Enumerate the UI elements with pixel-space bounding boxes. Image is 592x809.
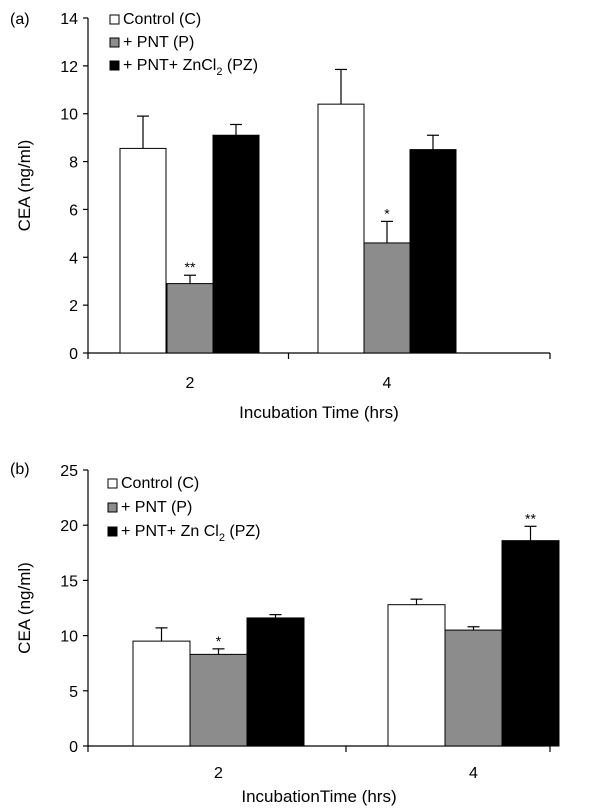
y-tick-label: 12: [60, 59, 78, 76]
x-tick-label: 2: [214, 765, 223, 782]
legend: Control (C) + PNT (P) + PNT+ Zn Cl2 (PZ): [107, 475, 260, 544]
y-tick-label: 20: [60, 518, 78, 535]
legend-label: + PNT (P): [123, 34, 194, 51]
panel-label: (b): [10, 461, 30, 478]
legend-label-main: + PNT (P): [123, 34, 194, 51]
bar: [363, 242, 411, 354]
y-tick-label: 6: [69, 202, 78, 219]
significance-mark: **: [185, 259, 196, 275]
panel-label: (a): [10, 11, 30, 28]
x-tick-label: 4: [469, 765, 478, 782]
legend-label-main: + PNT+ Zn Cl: [121, 523, 219, 540]
x-tick-label: 2: [186, 375, 195, 392]
legend-swatch: [107, 502, 118, 513]
y-tick-label: 15: [60, 573, 78, 590]
y-tick-label: 10: [60, 107, 78, 124]
bar: [212, 134, 260, 354]
x-axis-label: IncubationTime (hrs): [241, 787, 396, 806]
legend-label: + PNT+ ZnCl2 (PZ): [123, 57, 258, 78]
legend-label-main: + PNT+ ZnCl: [123, 57, 216, 74]
legend-label-tail: (PZ): [222, 57, 258, 74]
y-tick-label: 0: [69, 739, 78, 756]
bar: [189, 653, 248, 747]
significance-mark: **: [525, 510, 536, 526]
bar: [246, 617, 305, 747]
legend-label-main: Control (C): [123, 11, 201, 28]
legend-label: Control (C): [121, 475, 199, 492]
legend-label: + PNT (P): [121, 499, 192, 516]
legend-label-subscript: 2: [219, 532, 225, 544]
legend-swatch: [109, 37, 120, 48]
legend-label: + PNT+ Zn Cl2 (PZ): [121, 523, 260, 544]
y-tick-label: 4: [69, 250, 78, 267]
legend: Control (C) + PNT (P) + PNT+ ZnCl2 (PZ): [109, 11, 258, 78]
y-tick-label: 2: [69, 298, 78, 315]
x-axis-label: Incubation Time (hrs): [239, 403, 399, 422]
legend-label-tail: (PZ): [225, 523, 261, 540]
bar: [132, 640, 191, 747]
legend-swatch: [109, 14, 120, 25]
y-tick-label: 5: [69, 684, 78, 701]
bar: [166, 283, 214, 354]
y-axis-label: CEA (ng/ml): [15, 562, 34, 654]
legend-swatch: [109, 60, 120, 71]
y-tick-label: 25: [60, 463, 78, 480]
bar: [317, 103, 365, 354]
legend-label: Control (C): [123, 11, 201, 28]
y-tick-label: 8: [69, 155, 78, 172]
legend-label-main: + PNT (P): [121, 499, 192, 516]
legend-label-subscript: 2: [216, 66, 222, 78]
significance-mark: *: [384, 205, 390, 221]
significance-mark: *: [216, 633, 222, 649]
y-tick-label: 14: [60, 11, 78, 28]
y-axis-label: CEA (ng/ml): [15, 140, 34, 232]
bar: [119, 147, 167, 354]
legend-swatch: [107, 478, 118, 489]
y-tick-label: 0: [69, 346, 78, 363]
bar: [501, 540, 560, 747]
legend-swatch: [107, 526, 118, 537]
bar: [444, 629, 503, 747]
bar: [387, 604, 446, 747]
y-tick-label: 10: [60, 629, 78, 646]
legend-label-main: Control (C): [121, 475, 199, 492]
x-tick-label: 4: [383, 375, 392, 392]
bar: [409, 149, 457, 354]
